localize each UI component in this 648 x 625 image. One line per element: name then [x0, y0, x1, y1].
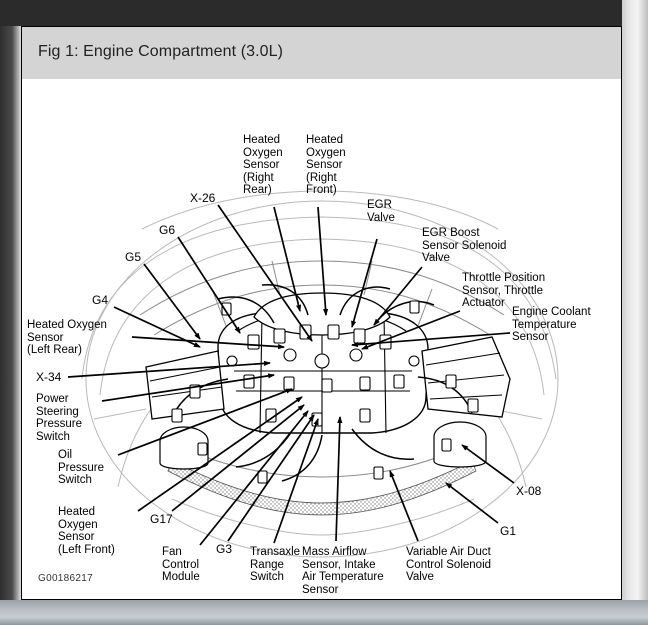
callout-variable-air-duct-control-solenoid-valve: Variable Air Duct Control Solenoid Valve	[406, 546, 492, 584]
callout-x-26: X-26	[190, 191, 216, 205]
callout-egr-boost-sensor-solenoid-valve: EGR Boost Sensor Solenoid Valve	[422, 227, 507, 265]
callout-throttle-position-sensor-throttle-actuator: Throttle Position Sensor, Throttle Actua…	[462, 272, 546, 310]
leader-line-x-34	[67, 360, 271, 378]
callout-g6: G6	[159, 223, 176, 237]
callout-heated-oxygen-sensor-left-front: Heated Oxygen Sensor (Left Front)	[58, 506, 115, 556]
callout-heated-oxygen-sensor-right-front: Heated Oxygen Sensor (Right Front)	[306, 134, 346, 197]
leader-line-egr-valve	[351, 238, 378, 328]
backdrop-bottom-bar	[0, 600, 648, 625]
leader-line-g3	[227, 414, 315, 542]
leader-line-variable-air-duct-control-solenoid-valve	[389, 470, 419, 542]
callout-transaxle-range-switch: Transaxle Range Switch	[250, 546, 301, 584]
leader-line-x-26	[217, 204, 313, 342]
callout-x-34: X-34	[36, 370, 62, 384]
callout-heated-oxygen-sensor-right-rear: Heated Oxygen Sensor (Right Rear)	[243, 134, 283, 197]
leader-line-x-08	[461, 444, 515, 484]
leader-line-fan-control-module	[199, 410, 309, 546]
callout-g3: G3	[216, 542, 233, 556]
leader-line-heated-oxygen-sensor-right-front	[317, 206, 329, 316]
callout-engine-coolant-temperature-sensor: Engine Coolant Temperature Sensor	[512, 306, 591, 344]
leader-line-egr-boost-sensor-solenoid-valve	[373, 266, 423, 326]
leader-line-heated-oxygen-sensor-left-front	[137, 396, 303, 512]
leader-line-g6	[177, 236, 241, 334]
leader-line-power-steering-pressure-switch	[101, 373, 275, 402]
callout-mass-airflow-sensor-intake-air-temperature-sensor: Mass Airflow Sensor, Intake Air Temperat…	[302, 546, 384, 596]
leader-line-engine-coolant-temperature-sensor	[351, 332, 511, 348]
backdrop-top-bar	[0, 0, 648, 26]
callout-egr-valve: EGR Valve	[367, 199, 395, 224]
leader-line-g17	[171, 404, 305, 512]
leader-line-oil-pressure-switch	[117, 388, 293, 456]
backdrop-right-edge	[622, 0, 648, 600]
engine-compartment-diagram: Heated Oxygen Sensor (Right Rear) Heated …	[22, 79, 621, 599]
callout-power-steering-pressure-switch: Power Steering Pressure Switch	[36, 393, 83, 443]
figure-title: Fig 1: Engine Compartment (3.0L)	[38, 43, 284, 60]
figure-body: Heated Oxygen Sensor (Right Rear) Heated …	[22, 79, 621, 599]
leader-line-transaxle-range-switch	[273, 418, 319, 544]
leader-line-mass-airflow-sensor-intake-air-temperature-sensor	[335, 416, 343, 542]
callout-oil-pressure-switch: Oil Pressure Switch	[58, 449, 105, 487]
callout-g4: G4	[92, 293, 109, 307]
backdrop-left-edge	[0, 26, 22, 600]
leader-line-heated-oxygen-sensor-left-rear	[131, 336, 285, 350]
figure-id-code: G00186217	[38, 573, 93, 584]
callout-g1: G1	[500, 524, 517, 538]
leader-line-g5	[143, 263, 201, 340]
engine-diagram-artwork	[67, 190, 559, 558]
leader-line-heated-oxygen-sensor-right-rear	[273, 206, 302, 312]
callout-x-08: X-08	[516, 484, 542, 498]
callout-fan-control-module: Fan Control Module	[162, 546, 200, 584]
figure-window: Fig 1: Engine Compartment (3.0L)	[21, 26, 622, 600]
callout-heated-oxygen-sensor-left-rear: Heated Oxygen Sensor (Left Rear)	[27, 319, 107, 357]
callout-g5: G5	[125, 250, 142, 264]
callout-g17: G17	[150, 512, 173, 526]
leader-line-g1	[445, 482, 499, 524]
figure-header-bar: Fig 1: Engine Compartment (3.0L)	[22, 27, 621, 79]
